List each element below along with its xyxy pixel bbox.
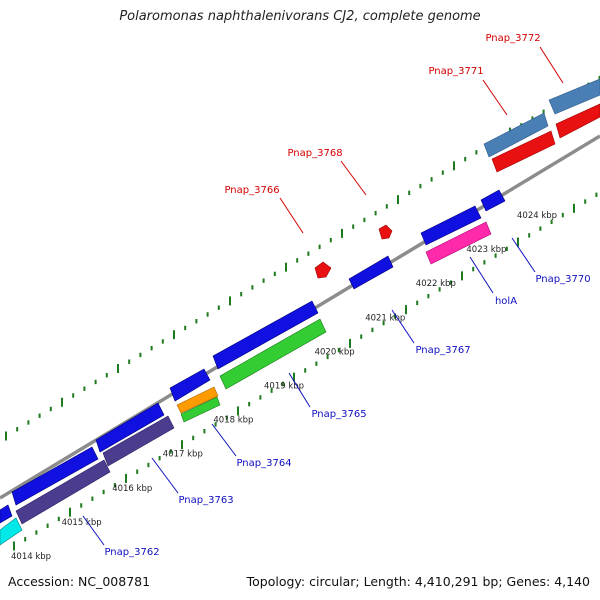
gene-pnap-3765[interactable] [219, 318, 327, 390]
kbp-label: 4016 kbp [112, 484, 152, 494]
gene-pnap-3765-blue[interactable] [212, 300, 319, 370]
gene-blue-1[interactable] [0, 504, 13, 524]
gene-pnap-3764-orange[interactable] [176, 386, 219, 414]
bottom-gene-label[interactable]: Pnap_3762 [104, 547, 159, 558]
kbp-label: 4014 kbp [11, 552, 51, 562]
kbp-scale: 4014 kbp 4015 kbp 4016 kbp 4017 kbp 4018 kbp… [11, 211, 557, 562]
top-gene-label[interactable]: Pnap_3771 [428, 66, 483, 77]
gene-pnap-3768[interactable] [378, 224, 393, 240]
gene-pnap-3763[interactable] [102, 415, 175, 467]
gene-pnap-3762-blue[interactable] [11, 446, 99, 506]
top-gene-label[interactable]: Pnap_3772 [485, 33, 540, 44]
kbp-label: 4019 kbp [264, 382, 304, 392]
gene-pnap-3772-red[interactable] [555, 103, 600, 139]
gene-pnap-3767-blue[interactable] [348, 255, 394, 290]
gene-hola[interactable] [425, 221, 492, 265]
bottom-leader-line [391, 309, 415, 344]
bottom-leader-line [211, 423, 237, 457]
top-gene-label[interactable]: Pnap_3766 [224, 185, 279, 196]
bottom-leader-line [511, 237, 536, 273]
gene-features [0, 78, 600, 546]
kbp-label: 4021 kbp [365, 313, 405, 323]
accession-text: Accession: NC_008781 [8, 574, 151, 589]
bottom-gene-label[interactable]: holA [495, 296, 517, 307]
kbp-label: 4024 kbp [517, 211, 557, 221]
kbp-label: 4015 kbp [62, 518, 102, 528]
lower-tick-row [13, 192, 598, 551]
top-gene-label[interactable]: Pnap_3768 [287, 148, 342, 159]
bottom-gene-label[interactable]: Pnap_3765 [311, 409, 366, 420]
top-leader-line [482, 79, 508, 116]
gene-pnap-3771[interactable] [483, 112, 549, 158]
gene-pnap-3763-blue[interactable] [95, 402, 165, 453]
gene-pnap-3766[interactable] [314, 261, 332, 279]
top-leader-line [539, 46, 564, 84]
gene-cyan[interactable] [0, 517, 23, 546]
genome-summary: Topology: circular; Length: 4,410,291 bp… [246, 574, 590, 589]
bottom-leader-line [469, 256, 494, 294]
gene-callouts: Pnap_3766 Pnap_3768 Pnap_3771 Pnap_3772 Pnap… [82, 33, 591, 558]
gene-pnap-3772[interactable] [548, 78, 600, 115]
bottom-gene-label[interactable]: Pnap_3764 [236, 458, 291, 469]
kbp-label: 4017 kbp [163, 450, 203, 460]
map-title: Polaromonas naphthalenivorans CJ2, compl… [119, 9, 481, 24]
bottom-leader-line [288, 372, 311, 408]
kbp-label: 4022 kbp [416, 279, 456, 289]
gene-pnap-3771-red[interactable] [491, 130, 556, 173]
bottom-leader-line [82, 515, 105, 546]
kbp-label: 4018 kbp [213, 416, 253, 426]
gene-hola-blue[interactable] [420, 205, 482, 246]
top-leader-line [340, 160, 367, 196]
bottom-gene-label[interactable]: Pnap_3767 [415, 345, 470, 356]
gene-pnap-3762[interactable] [15, 459, 111, 525]
upper-tick-row [5, 75, 600, 441]
bottom-gene-label[interactable]: Pnap_3763 [178, 495, 233, 506]
top-leader-line [279, 197, 304, 234]
gene-pnap-3764-blue[interactable] [169, 368, 211, 402]
kbp-label: 4023 kbp [466, 245, 506, 255]
gene-pnap-3770-blue[interactable] [480, 189, 506, 212]
gene-pnap-3764-green[interactable] [180, 396, 221, 423]
bottom-leader-line [151, 457, 179, 494]
bottom-gene-label[interactable]: Pnap_3770 [535, 274, 590, 285]
kbp-label: 4020 kbp [315, 347, 355, 357]
